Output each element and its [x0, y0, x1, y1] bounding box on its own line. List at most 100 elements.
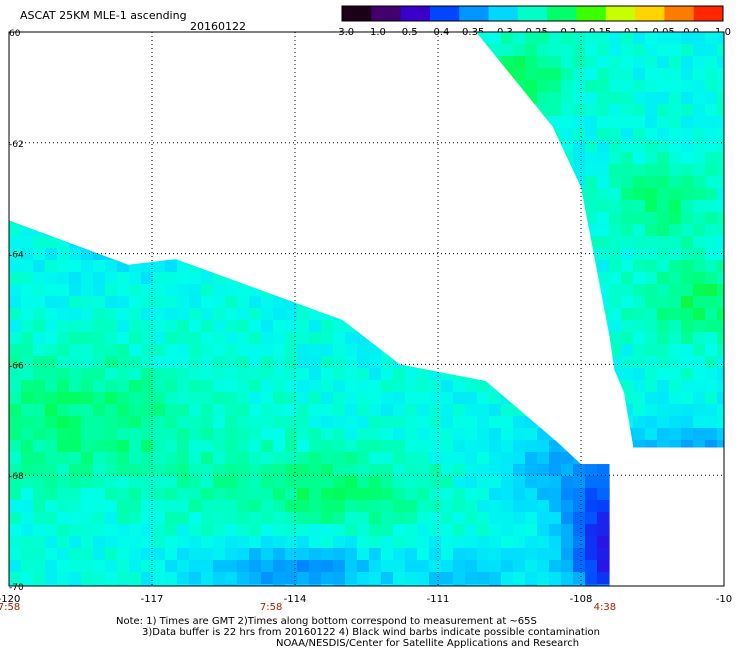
swath-b-cell [201, 224, 214, 237]
swath-a-cell [453, 548, 466, 561]
swath-a-cell [213, 116, 226, 129]
colorbar-swatch [371, 6, 402, 21]
swath-a-cell [717, 548, 730, 561]
swath-a-cell [201, 200, 214, 213]
swath-b-cell [549, 152, 562, 165]
swath-b-cell [57, 116, 70, 129]
swath-a-cell [297, 344, 310, 357]
swath-b-cell [525, 56, 538, 69]
swath-a-cell [453, 416, 466, 429]
swath-a-cell [465, 584, 478, 586]
swath-a-cell [129, 176, 142, 189]
swath-b-cell [477, 368, 490, 381]
swath-a-cell [357, 260, 370, 273]
swath-a-cell [177, 32, 190, 45]
swath-a-cell [525, 272, 538, 285]
swath-a-cell [285, 224, 298, 237]
swath-b-cell [333, 128, 346, 141]
swath-a-cell [357, 284, 370, 297]
swath-a-cell [681, 488, 694, 501]
swath-a-cell [273, 176, 286, 189]
swath-a-cell [345, 200, 358, 213]
swath-b-cell [141, 164, 154, 177]
swath-a-cell [381, 536, 394, 549]
swath-b-cell [9, 164, 22, 177]
swath-b-cell [165, 164, 178, 177]
swath-a-cell [381, 200, 394, 213]
swath-b-cell [333, 248, 346, 261]
swath-a-cell [405, 416, 418, 429]
swath-b-cell [201, 236, 214, 249]
swath-a-cell [705, 488, 718, 501]
swath-b-cell [537, 392, 550, 405]
swath-a-cell [381, 344, 394, 357]
swath-b-cell [45, 212, 58, 225]
swath-a-cell [261, 92, 274, 105]
swath-a-cell [429, 92, 442, 105]
swath-a-cell [129, 220, 142, 225]
swath-b-cell [165, 92, 178, 105]
swath-a-cell [285, 320, 298, 333]
swath-b-cell [705, 44, 718, 57]
swath-a-cell [261, 440, 274, 453]
swath-b-cell [669, 68, 682, 81]
swath-a-cell [201, 476, 214, 489]
swath-b-cell [669, 392, 682, 405]
swath-a-cell [129, 404, 142, 417]
swath-a-cell [333, 296, 346, 309]
swath-b-cell [585, 320, 598, 333]
swath-a-cell [405, 368, 418, 381]
swath-b-cell [417, 332, 430, 345]
swath-b-cell [717, 356, 724, 369]
swath-b-cell [453, 116, 466, 129]
swath-b-cell [345, 152, 358, 165]
swath-b-cell [441, 56, 454, 69]
swath-b-cell [165, 128, 178, 141]
swath-b-cell [681, 296, 694, 309]
swath-a-cell [405, 164, 418, 177]
swath-a-cell [33, 452, 46, 465]
swath-a-cell [129, 140, 142, 153]
swath-a-cell [309, 548, 322, 561]
swath-a-cell [681, 452, 694, 465]
swath-b-cell [117, 140, 130, 153]
swath-a-cell [513, 200, 526, 213]
swath-a-cell [45, 236, 58, 249]
swath-a-cell [201, 440, 214, 453]
swath-b-cell [453, 164, 466, 177]
swath-a-cell [225, 548, 238, 561]
swath-a-cell [477, 236, 490, 249]
swath-a-cell [213, 56, 226, 69]
swath-b-cell [165, 152, 178, 165]
swath-a-cell [489, 80, 502, 93]
swath-b-cell [585, 152, 598, 165]
swath-b-cell [189, 116, 202, 129]
swath-a-cell [249, 476, 262, 489]
swath-b-cell [81, 44, 94, 57]
swath-a-cell [309, 296, 322, 309]
swath-a-cell [393, 356, 406, 369]
swath-b-cell [141, 140, 154, 153]
swath-a-cell [165, 308, 178, 321]
swath-b-cell [381, 284, 394, 297]
swath-b-cell [309, 272, 322, 285]
swath-b-cell [381, 92, 394, 105]
swath-a-cell [561, 236, 574, 249]
swath-b-cell [597, 440, 610, 448]
swath-b-cell [609, 68, 622, 81]
swath-a-cell [405, 524, 418, 537]
swath-a-cell [369, 320, 382, 333]
swath-a-cell [501, 344, 514, 357]
swath-b-cell [369, 200, 382, 213]
swath-a-cell [537, 380, 550, 393]
swath-b-cell [429, 344, 442, 357]
swath-a-cell [369, 380, 382, 393]
swath-b-cell [477, 212, 490, 225]
swath-a-cell [441, 560, 454, 573]
swath-a-cell [9, 428, 22, 441]
swath-a-cell [57, 404, 70, 417]
swath-b-cell [657, 260, 670, 273]
swath-b-cell [177, 104, 190, 117]
swath-a-cell [357, 440, 370, 453]
swath-b-cell [393, 128, 406, 141]
